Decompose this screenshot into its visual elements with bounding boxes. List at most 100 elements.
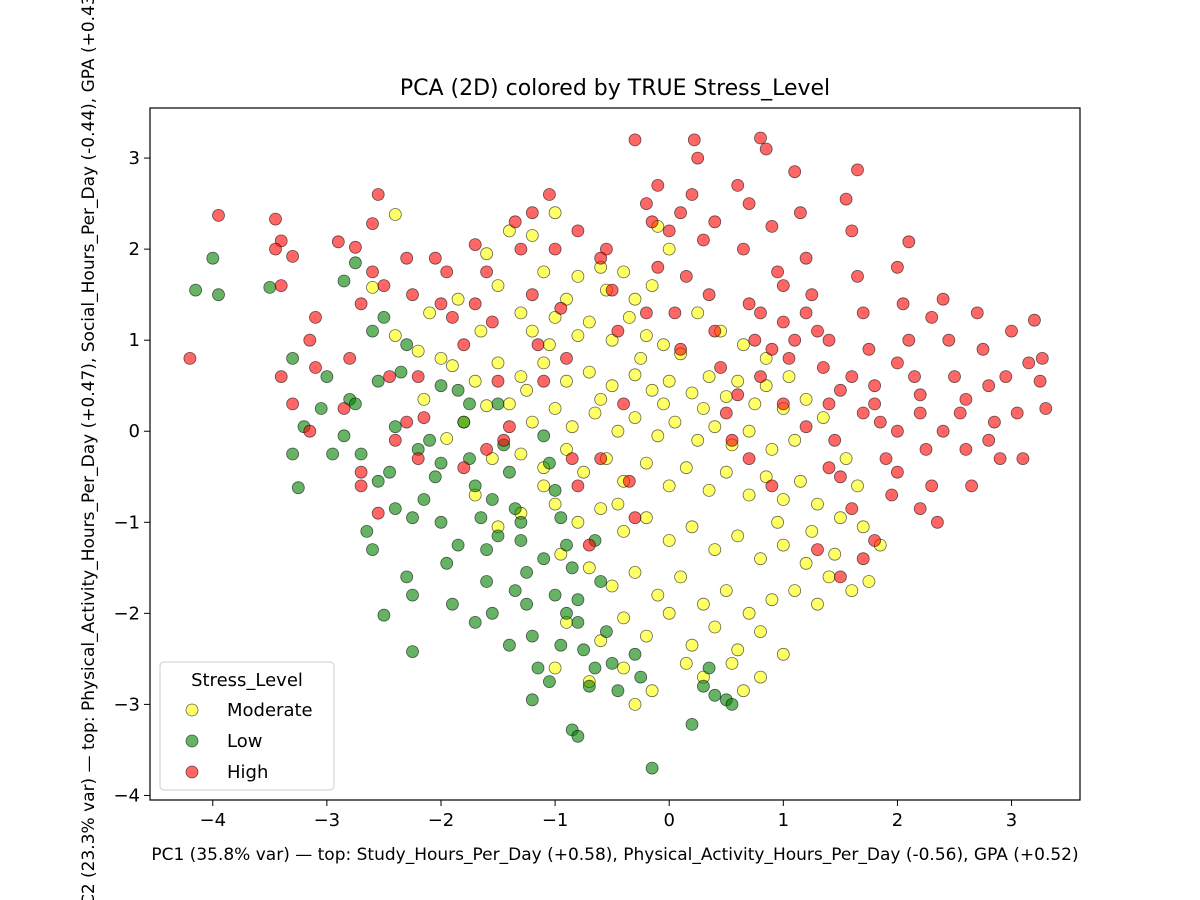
data-point — [816, 361, 830, 374]
data-point — [685, 520, 699, 534]
data-point — [388, 502, 402, 516]
data-point — [708, 543, 722, 556]
x-tick-label: 0 — [663, 810, 674, 831]
data-point — [759, 470, 773, 484]
data-point — [674, 570, 687, 584]
data-point — [640, 511, 653, 525]
data-point — [577, 465, 590, 479]
data-point — [331, 235, 345, 249]
data-point — [594, 634, 608, 648]
data-point — [565, 561, 579, 575]
data-point — [485, 606, 499, 620]
data-point — [856, 406, 870, 420]
data-point — [468, 479, 482, 493]
data-point — [400, 570, 414, 584]
data-point — [611, 684, 625, 698]
data-point — [976, 342, 990, 356]
data-point — [560, 442, 573, 456]
data-point — [440, 265, 454, 279]
data-point — [662, 374, 676, 388]
data-point — [371, 188, 385, 201]
data-point — [845, 224, 859, 238]
data-point — [571, 269, 585, 283]
data-point — [822, 333, 836, 347]
data-point — [691, 151, 705, 165]
data-point — [508, 502, 522, 516]
data-point — [212, 288, 225, 302]
data-point — [206, 251, 220, 265]
data-point — [388, 208, 402, 221]
data-point — [725, 657, 739, 670]
data-point — [434, 297, 448, 311]
data-point — [451, 538, 465, 552]
data-point — [406, 588, 419, 602]
x-tick-label: 2 — [892, 810, 903, 831]
data-point — [571, 729, 585, 743]
data-point — [485, 493, 499, 506]
data-point — [605, 579, 619, 593]
data-point — [679, 461, 693, 475]
data-point — [520, 566, 533, 579]
data-point — [799, 420, 813, 434]
data-point — [919, 442, 933, 456]
data-point — [697, 679, 710, 693]
data-point — [931, 515, 944, 529]
data-point — [605, 657, 619, 670]
data-point — [491, 529, 505, 543]
data-point — [502, 397, 516, 411]
data-point — [377, 310, 391, 324]
data-point — [366, 280, 379, 294]
data-point — [788, 433, 802, 447]
data-point — [754, 625, 767, 638]
data-point — [440, 432, 454, 445]
y-tick-label: 0 — [129, 421, 140, 442]
data-point — [611, 497, 625, 511]
data-point — [548, 588, 562, 602]
data-point — [605, 283, 619, 297]
data-point — [868, 397, 881, 411]
data-point — [873, 415, 887, 429]
data-point — [428, 470, 442, 484]
data-point — [839, 192, 853, 206]
data-point — [640, 306, 653, 320]
data-point — [480, 399, 494, 413]
data-point — [731, 643, 745, 657]
data-point — [468, 374, 482, 388]
data-point — [834, 383, 847, 397]
data-point — [936, 292, 950, 306]
data-point — [286, 447, 300, 461]
data-point — [520, 383, 533, 397]
data-point — [868, 379, 881, 393]
data-point — [845, 584, 859, 597]
data-point — [571, 329, 585, 343]
data-point — [525, 229, 539, 242]
data-point — [485, 452, 499, 466]
data-point — [891, 424, 904, 438]
data-point — [942, 333, 956, 347]
data-point — [274, 279, 288, 293]
data-point — [309, 310, 322, 324]
data-point — [896, 297, 910, 311]
data-point — [714, 361, 727, 374]
x-tick-label: −3 — [314, 810, 341, 831]
data-point — [360, 525, 374, 538]
data-point — [891, 465, 904, 479]
data-point — [662, 534, 676, 547]
data-point — [577, 643, 590, 657]
data-point — [674, 206, 687, 220]
data-point — [314, 402, 328, 415]
data-point — [514, 370, 528, 384]
data-point — [640, 456, 653, 470]
data-point — [291, 481, 305, 495]
data-point — [685, 188, 699, 201]
data-point — [708, 620, 722, 634]
data-point — [851, 269, 864, 283]
data-point — [640, 329, 653, 343]
data-point — [617, 265, 630, 279]
data-point — [771, 515, 784, 529]
data-point — [668, 415, 682, 429]
data-point — [394, 365, 408, 379]
x-tick-label: −4 — [199, 810, 226, 831]
data-point — [560, 606, 573, 620]
data-point — [337, 274, 351, 288]
